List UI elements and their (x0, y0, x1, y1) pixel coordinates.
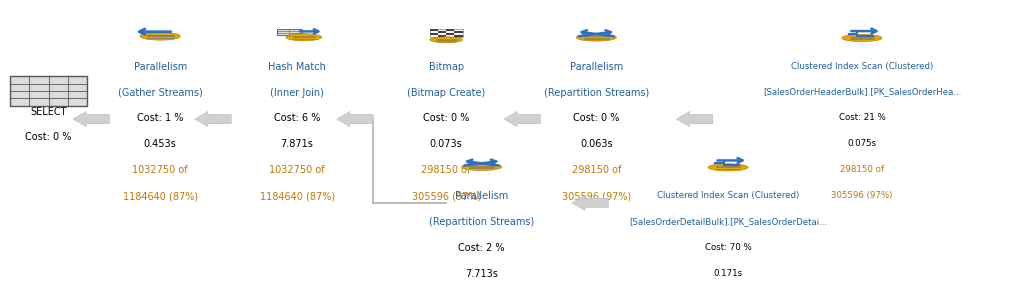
Text: [SalesOrderDetailBulk].[PK_SalesOrderDetai...: [SalesOrderDetailBulk].[PK_SalesOrderDet… (629, 217, 827, 226)
Text: Cost: 2 %: Cost: 2 % (458, 243, 505, 253)
Text: 0.453s: 0.453s (144, 139, 176, 149)
FancyBboxPatch shape (454, 31, 462, 33)
Ellipse shape (708, 164, 748, 171)
Text: 298150 of: 298150 of (840, 165, 884, 174)
Text: [SalesOrderHeaderBulk].[PK_SalesOrderHea...: [SalesOrderHeaderBulk].[PK_SalesOrderHea… (763, 88, 961, 97)
Text: Parallelism: Parallelism (570, 62, 623, 72)
Text: 0.073s: 0.073s (430, 139, 462, 149)
Text: Cost: 1 %: Cost: 1 % (137, 113, 184, 123)
FancyArrow shape (572, 195, 608, 211)
Text: Hash Match: Hash Match (268, 62, 327, 72)
Text: 298150 of: 298150 of (572, 165, 621, 175)
Text: (Gather Streams): (Gather Streams) (118, 88, 203, 98)
Text: Cost: 21 %: Cost: 21 % (839, 113, 885, 123)
Text: 7.871s: 7.871s (281, 139, 313, 149)
Text: Parallelism: Parallelism (455, 191, 508, 201)
FancyArrow shape (504, 111, 540, 127)
Ellipse shape (461, 163, 502, 171)
Text: SELECT: SELECT (30, 107, 67, 117)
Ellipse shape (842, 34, 882, 41)
Text: 1184640 (87%): 1184640 (87%) (123, 191, 198, 201)
Text: Clustered Index Scan (Clustered): Clustered Index Scan (Clustered) (657, 191, 799, 200)
FancyArrow shape (337, 111, 373, 127)
Ellipse shape (140, 32, 180, 40)
Text: 305596 (97%): 305596 (97%) (831, 191, 892, 200)
Text: Cost: 0 %: Cost: 0 % (423, 113, 469, 123)
Text: (Inner Join): (Inner Join) (270, 88, 324, 98)
Text: Cost: 0 %: Cost: 0 % (25, 132, 72, 142)
Text: (Repartition Streams): (Repartition Streams) (544, 88, 649, 98)
FancyArrow shape (73, 111, 110, 127)
FancyBboxPatch shape (454, 35, 462, 37)
Text: 1032750 of: 1032750 of (133, 165, 188, 175)
Ellipse shape (286, 34, 321, 41)
FancyBboxPatch shape (430, 29, 438, 31)
Text: Cost: 0 %: Cost: 0 % (573, 113, 620, 123)
Text: 0.063s: 0.063s (580, 139, 612, 149)
Text: 305596 (97%): 305596 (97%) (412, 191, 481, 201)
Text: Clustered Index Scan (Clustered): Clustered Index Scan (Clustered) (791, 62, 933, 71)
FancyBboxPatch shape (446, 33, 454, 35)
FancyArrow shape (676, 111, 713, 127)
FancyBboxPatch shape (438, 31, 446, 33)
Text: 1184640 (87%): 1184640 (87%) (260, 191, 335, 201)
Text: (Bitmap Create): (Bitmap Create) (407, 88, 486, 98)
Text: Cost: 70 %: Cost: 70 % (705, 243, 751, 252)
FancyBboxPatch shape (277, 29, 301, 35)
Text: Cost: 6 %: Cost: 6 % (274, 113, 320, 123)
FancyBboxPatch shape (446, 29, 454, 31)
Text: 0.171s: 0.171s (714, 269, 742, 278)
FancyArrow shape (195, 111, 231, 127)
Text: Parallelism: Parallelism (134, 62, 187, 72)
Text: 1032750 of: 1032750 of (270, 165, 324, 175)
FancyBboxPatch shape (10, 76, 87, 106)
Text: 298150 of: 298150 of (422, 165, 470, 175)
Ellipse shape (576, 34, 617, 41)
Text: 305596 (97%): 305596 (97%) (562, 191, 631, 201)
Text: 7.713s: 7.713s (465, 269, 498, 279)
Ellipse shape (430, 37, 462, 43)
FancyBboxPatch shape (438, 35, 446, 37)
FancyBboxPatch shape (430, 29, 462, 37)
Text: Bitmap: Bitmap (429, 62, 463, 72)
FancyBboxPatch shape (430, 33, 438, 35)
Text: (Repartition Streams): (Repartition Streams) (429, 217, 534, 227)
Text: 0.075s: 0.075s (848, 139, 876, 148)
